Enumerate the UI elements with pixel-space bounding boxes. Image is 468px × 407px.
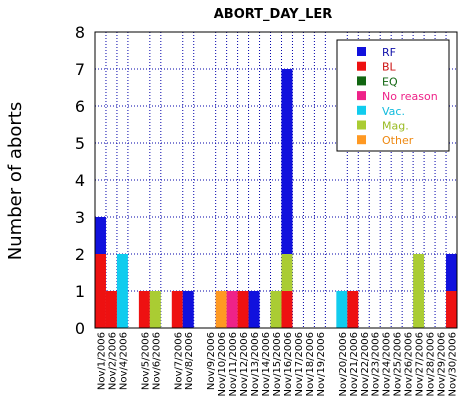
x-tick-label: Nov/28/2006	[426, 332, 437, 396]
bar-segment	[413, 254, 425, 328]
x-tick-label: Nov/8/2006	[184, 332, 195, 390]
chart-title: ABORT_DAY_LER	[214, 7, 333, 22]
legend-label: EQ	[382, 75, 398, 88]
x-tick-label: Nov/18/2006	[305, 332, 316, 396]
x-tick-label: Nov/19/2006	[316, 332, 327, 396]
x-tick-label: Nov/26/2006	[404, 332, 415, 396]
x-tick-label: Nov/22/2006	[360, 332, 371, 396]
legend-box	[336, 39, 450, 152]
legend-label: No reason	[382, 90, 438, 103]
y-tick-label: 8	[75, 23, 85, 42]
bar-segment	[446, 254, 457, 291]
x-tick-label: Nov/13/2006	[250, 332, 261, 396]
x-tick-label: Nov/30/2006	[448, 332, 459, 396]
y-tick-label: 7	[75, 60, 85, 79]
legend-label: Mag.	[382, 120, 409, 133]
bar-segment	[446, 291, 457, 328]
x-tick-label: Nov/16/2006	[283, 332, 294, 396]
y-tick-label: 6	[75, 97, 85, 116]
legend-swatch	[357, 91, 366, 101]
x-tick-label: Nov/27/2006	[415, 332, 426, 396]
x-tick-label: Nov/21/2006	[349, 332, 360, 396]
x-tick-label: Nov/14/2006	[261, 332, 272, 396]
bars	[95, 69, 457, 328]
bar-segment	[226, 291, 238, 328]
bar-segment	[182, 291, 194, 328]
y-tick-label: 2	[75, 245, 85, 264]
bar-segment	[116, 254, 128, 328]
y-axis-label: Number of aborts	[5, 102, 26, 260]
x-tick-label: Nov/20/2006	[338, 332, 349, 396]
bar-segment	[105, 291, 117, 328]
legend-label: RF	[382, 46, 396, 59]
bar-segment	[95, 254, 106, 328]
x-tick-labels: Nov/1/2006 Nov/2/2006 Nov/4/2006 Nov/5/2006…	[96, 332, 458, 396]
bar-segment	[281, 291, 293, 328]
x-tick-label: Nov/12/2006	[239, 332, 250, 396]
bar-segment	[237, 291, 249, 328]
legend-swatch	[357, 47, 366, 56]
y-tick-label: 5	[75, 134, 85, 153]
x-tick-label: Nov/15/2006	[272, 332, 283, 396]
x-tick-label: Nov/25/2006	[393, 332, 404, 396]
x-tick-label: Nov/5/2006	[140, 332, 151, 390]
bar-segment	[95, 217, 106, 254]
x-tick-label: Nov/2/2006	[107, 332, 118, 390]
bar-segment	[149, 291, 161, 328]
x-tick-label: Nov/9/2006	[206, 332, 217, 390]
legend-swatch	[357, 120, 366, 130]
x-tick-label: Nov/17/2006	[294, 332, 305, 396]
x-tick-label: Nov/10/2006	[217, 332, 228, 396]
bar-segment	[281, 254, 293, 291]
y-tick-labels: 0 1 2 3 4 5 6 7 8	[75, 23, 85, 338]
bar-segment	[281, 69, 293, 254]
y-tick-label: 1	[75, 282, 85, 301]
bar-segment	[171, 291, 183, 328]
legend-swatch	[357, 105, 366, 115]
bar-segment	[336, 291, 348, 328]
bar-segment	[347, 291, 359, 328]
x-tick-label: Nov/23/2006	[371, 332, 382, 396]
y-tick-label: 4	[75, 171, 85, 190]
y-tick-label: 0	[75, 319, 85, 338]
legend-swatch	[357, 61, 366, 71]
bar-segment	[138, 291, 150, 328]
x-tick-label: Nov/11/2006	[228, 332, 239, 396]
plot-frame	[94, 31, 458, 329]
legend-swatch	[357, 76, 366, 86]
x-tick-label: Nov/7/2006	[173, 332, 184, 390]
legend-label: Other	[382, 134, 414, 147]
bar-segment	[270, 291, 282, 328]
y-tick-label: 3	[75, 208, 85, 227]
x-tick-label: Nov/1/2006	[96, 332, 107, 390]
x-tick-label: Nov/6/2006	[151, 332, 162, 390]
bar-segment	[248, 291, 260, 328]
x-tick-label: Nov/24/2006	[382, 332, 393, 396]
bar-segment	[215, 291, 227, 328]
x-tick-label: Nov/4/2006	[118, 332, 129, 390]
legend-swatch	[357, 135, 366, 145]
legend-label: BL	[382, 61, 397, 74]
legend-label: Vac.	[382, 105, 405, 118]
x-tick-label: Nov/29/2006	[437, 332, 448, 396]
